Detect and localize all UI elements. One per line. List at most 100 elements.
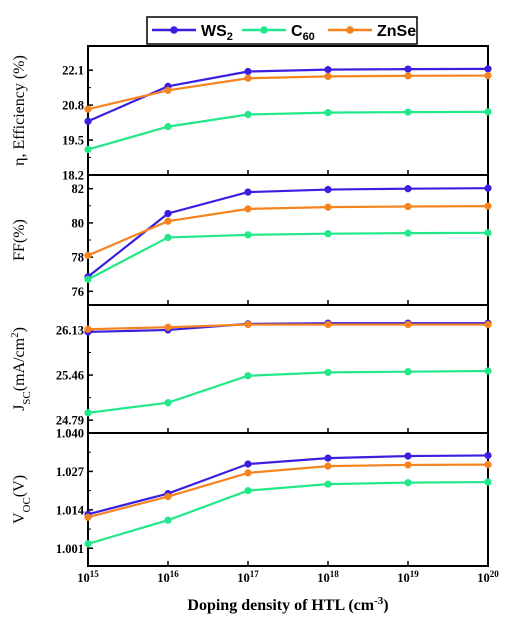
data-point-ZnSe: [244, 320, 252, 329]
data-point-WS2: [484, 65, 492, 73]
data-point-C60: [484, 367, 492, 375]
x-tick-label: 1016: [157, 569, 179, 585]
data-point-ZnSe: [164, 492, 172, 501]
y-axis-label: η, Efficiency (%): [11, 55, 28, 166]
panel-frame: [87, 174, 489, 306]
data-point-WS2: [484, 451, 492, 460]
x-axis-label-sup: -3: [374, 595, 384, 607]
data-point-C60: [404, 108, 412, 116]
data-point-ZnSe: [324, 320, 332, 329]
x-tick-exponent: 15: [90, 569, 100, 579]
y-axis-label-part: (V): [11, 475, 28, 497]
data-point-ZnSe: [164, 86, 172, 94]
data-point-C60: [244, 110, 252, 119]
data-point-ZnSe: [84, 251, 92, 260]
data-point-C60: [324, 368, 332, 377]
y-tick-label: 82: [72, 182, 85, 196]
y-axis-label-part: OC: [21, 497, 33, 512]
panel-frame: [87, 432, 489, 567]
y-axis-label-part: V: [11, 512, 28, 524]
data-point-C60: [324, 230, 332, 238]
y-tick-label: 78: [72, 251, 85, 265]
series-line-WS2: [87, 454, 489, 516]
data-point-ZnSe: [84, 325, 92, 333]
data-point-ZnSe: [324, 462, 332, 470]
x-tick-label: 1015: [77, 569, 99, 585]
data-point-C60: [484, 229, 492, 237]
data-point-ZnSe: [484, 320, 492, 329]
x-axis-label-close: ): [383, 597, 388, 614]
panel-frame: [87, 45, 489, 176]
data-point-C60: [164, 122, 172, 131]
data-point-ZnSe: [244, 469, 252, 477]
data-point-ZnSe: [244, 74, 252, 82]
data-point-ZnSe: [484, 71, 492, 80]
series-line-ZnSe: [87, 74, 489, 111]
x-tick-label: 1017: [237, 569, 259, 585]
series-line-ZnSe: [87, 205, 489, 257]
series-line-WS2: [87, 67, 489, 123]
y-tick-label: 76: [72, 285, 85, 299]
y-tick-label: 1.014: [56, 503, 85, 517]
legend-label-base: WS: [201, 23, 227, 40]
y-axis-label-part: ): [11, 327, 28, 332]
panel-2: 76 78 80 82 FF(%): [11, 174, 492, 306]
data-point-C60: [164, 516, 172, 524]
data-point-ZnSe: [84, 513, 92, 521]
x-tick-label: 1020: [477, 569, 499, 585]
data-point-C60: [324, 109, 332, 117]
legend-label-sub: 60: [303, 31, 315, 43]
y-axis-label: VOC(V): [11, 475, 33, 524]
data-point-C60: [84, 540, 92, 548]
data-point-WS2: [484, 184, 492, 192]
legend-label-sub: 2: [227, 31, 233, 43]
panel-3: 24.79 25.46 26.13 JSC(mA/cm2): [9, 304, 492, 434]
data-point-C60: [244, 231, 252, 239]
y-axis-label-part: 2: [9, 332, 21, 338]
y-tick-label: 26.13: [56, 323, 84, 337]
data-point-WS2: [244, 188, 252, 196]
data-point-ZnSe: [324, 72, 332, 81]
data-point-C60: [484, 108, 492, 116]
x-tick-exponent: 17: [250, 569, 260, 579]
legend-label-base: ZnSe: [377, 23, 416, 40]
legend-label-base: C: [291, 23, 303, 40]
x-tick-base: 10: [397, 571, 410, 585]
data-point-WS2: [84, 117, 92, 125]
data-point-WS2: [324, 454, 332, 462]
series-line-ZnSe: [87, 323, 488, 331]
data-point-ZnSe: [244, 205, 252, 213]
legend: WS2 C60 ZnSe: [146, 16, 418, 45]
data-point-C60: [84, 145, 92, 154]
x-tick-base: 10: [317, 571, 330, 585]
x-axis-label: Doping density of HTL (cm-3): [187, 595, 388, 614]
x-tick-base: 10: [157, 571, 170, 585]
y-tick-label: 20.8: [62, 99, 84, 113]
data-point-C60: [244, 372, 252, 380]
y-axis-label-part: SC: [21, 391, 33, 404]
data-point-ZnSe: [164, 217, 172, 225]
data-point-C60: [404, 479, 412, 487]
data-point-ZnSe: [404, 202, 412, 211]
data-point-WS2: [244, 67, 252, 76]
data-point-ZnSe: [164, 323, 172, 331]
x-tick-label: 1019: [397, 569, 419, 585]
data-point-ZnSe: [484, 460, 492, 469]
data-point-ZnSe: [404, 72, 412, 80]
series-line-C60: [87, 231, 489, 281]
y-axis-label-part: J: [11, 405, 28, 411]
data-point-WS2: [404, 452, 412, 460]
data-point-C60: [244, 486, 252, 495]
y-tick-label: 80: [72, 216, 85, 230]
x-tick-exponent: 20: [490, 569, 500, 579]
y-tick-label: 24.79: [56, 414, 84, 428]
x-tick-exponent: 16: [170, 569, 180, 579]
legend-swatch-marker: [170, 26, 178, 34]
data-point-C60: [164, 233, 172, 242]
y-tick-label: 1.040: [56, 427, 84, 441]
y-tick-label: 1.001: [56, 542, 84, 556]
data-point-WS2: [404, 185, 412, 193]
legend-label: ZnSe: [377, 23, 416, 40]
y-axis-label-part: (mA/cm: [11, 337, 28, 391]
x-tick-label: 1018: [317, 569, 339, 585]
